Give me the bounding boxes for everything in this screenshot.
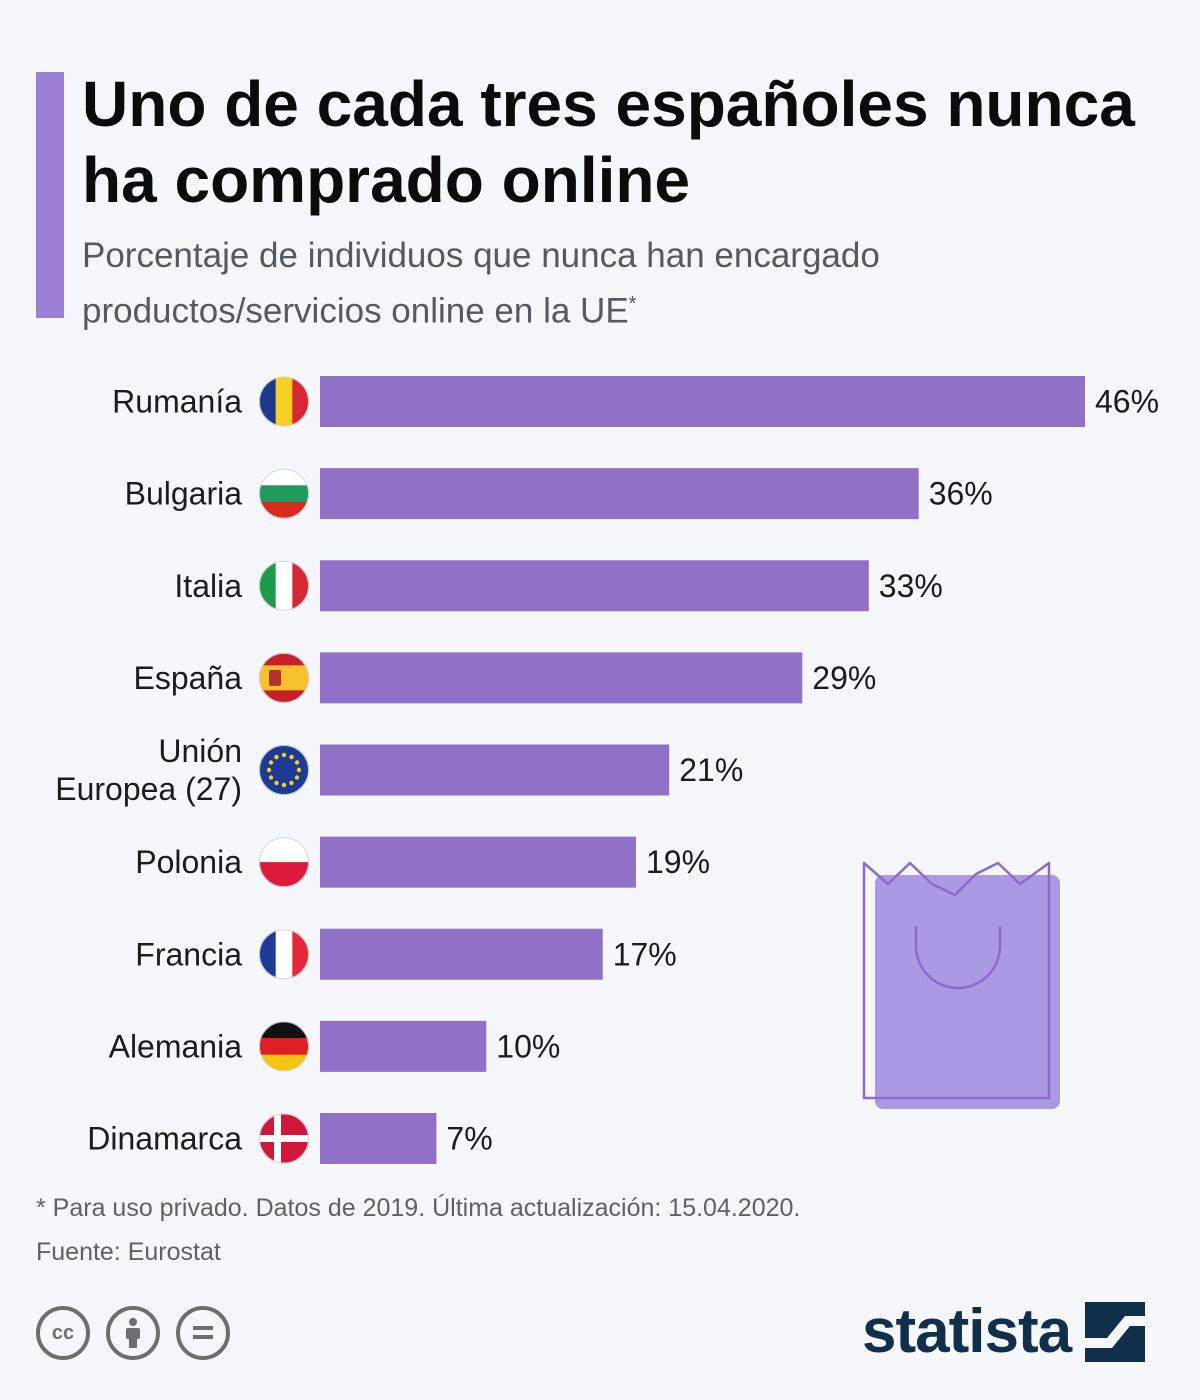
no-derivatives-icon[interactable]: [176, 1306, 230, 1360]
category-label: Unión Europea (27): [55, 733, 242, 807]
equals-icon: [193, 1326, 213, 1339]
bar: [320, 652, 803, 704]
france-flag-icon: [259, 929, 309, 980]
bar: [320, 376, 1085, 427]
category-label: Rumanía: [112, 384, 242, 420]
shopping-bag-icon: [862, 861, 1060, 1109]
bar: [320, 836, 636, 888]
category-label: Alemania: [109, 1028, 243, 1064]
value-label: 10%: [496, 1028, 560, 1064]
subtitle-footnote-mark: *: [628, 293, 637, 315]
bar: [320, 744, 670, 796]
value-label: 29%: [812, 660, 876, 696]
category-label: Bulgaria: [125, 476, 243, 512]
source: Fuente: Eurostat: [36, 1238, 221, 1266]
bulgaria-flag-icon: [259, 468, 309, 519]
bar: [320, 560, 869, 612]
value-label: 21%: [679, 752, 743, 788]
value-label: 36%: [929, 476, 993, 512]
germany-flag-icon: [259, 1021, 309, 1072]
license-icons: cc: [36, 1306, 230, 1360]
value-label: 7%: [446, 1121, 492, 1157]
eu-flag-icon: [259, 745, 309, 795]
bar: [320, 468, 919, 520]
bar-chart: Rumanía 46% Bulgaria 36% Italia 33% España 29% U…: [55, 376, 1159, 1164]
category-label: Francia: [135, 936, 242, 972]
value-label: 19%: [646, 844, 710, 880]
value-label: 33%: [879, 568, 943, 604]
bar: [320, 1020, 487, 1072]
statista-logo-icon: [1085, 1301, 1146, 1362]
subtitle-text: Porcentaje de individuos que nunca han e…: [82, 236, 880, 331]
category-label: España: [133, 660, 242, 696]
value-label: 17%: [613, 936, 677, 972]
attribution-icon[interactable]: [106, 1306, 160, 1360]
poland-flag-icon: [259, 837, 309, 888]
chart-subtitle: Porcentaje de individuos que nunca han e…: [82, 232, 1162, 336]
chart-title: Uno de cada tres españoles nunca ha comp…: [82, 68, 1135, 216]
category-label: Polonia: [135, 844, 242, 880]
bag-handle: [914, 926, 1002, 990]
category-label: Italia: [174, 568, 242, 604]
romania-flag-icon: [259, 376, 309, 427]
bar: [320, 1113, 437, 1164]
brand-name: statista: [862, 1297, 1072, 1366]
category-label: Dinamarca: [87, 1121, 242, 1157]
bag-body: [875, 875, 1060, 1109]
title-accent-bar: [36, 72, 64, 318]
footnote: * Para uso privado. Datos de 2019. Últim…: [36, 1194, 801, 1222]
spain-flag-icon: [259, 652, 309, 703]
denmark-flag-icon: [259, 1113, 309, 1164]
cc-icon[interactable]: cc: [36, 1306, 90, 1360]
person-icon: [126, 1318, 140, 1348]
bar: [320, 928, 603, 980]
bag-outline: [862, 861, 1051, 1100]
chart-rows: Rumanía 46% Bulgaria 36% Italia 33% España 29% U…: [55, 376, 1159, 1164]
italy-flag-icon: [259, 560, 309, 611]
statista-brand[interactable]: statista: [862, 1296, 1146, 1367]
value-label: 46%: [1095, 384, 1159, 420]
